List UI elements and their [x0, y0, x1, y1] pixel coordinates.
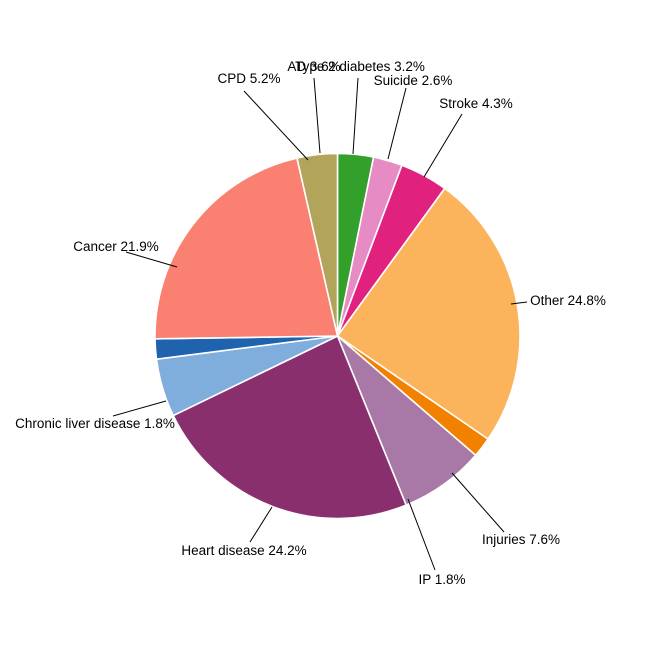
leader-line-other — [510, 301, 528, 305]
leader-line-ip — [407, 498, 436, 571]
pie-wedges — [154, 152, 521, 520]
slice-labels: Cancer 21.9% CPD 5.2% AD 3.6%Type 2 diabet… — [15, 59, 606, 587]
leader-line-heart-disease — [249, 506, 273, 543]
leader-line-ad — [313, 77, 321, 154]
slice-label-heart-disease: Heart disease 24.2% — [181, 543, 306, 558]
pie-slice-cancer — [154, 157, 339, 340]
leader-line-injuries — [451, 472, 505, 533]
slice-label-chronic-liver-disease: Chronic liver disease 1.8% — [15, 416, 175, 431]
slice-label-cpd: CPD 5.2% — [217, 71, 280, 86]
slice-label-cancer: Cancer 21.9% — [73, 239, 159, 254]
pie-slice-heart-disease — [172, 335, 407, 520]
pie-slice-ad — [296, 152, 339, 337]
leader-line-chronic-liver-disease — [112, 400, 167, 417]
leader-line-stroke — [423, 113, 463, 178]
leader-line-suicide — [387, 87, 407, 160]
slice-label-stroke: Stroke 4.3% — [439, 96, 513, 111]
pie-slice-other — [336, 187, 521, 440]
leader-lines — [112, 77, 528, 571]
leader-line-type-2-diabetes — [352, 77, 359, 155]
slice-label-ad: AD 3.6% — [287, 59, 340, 74]
slice-label-injuries: Injuries 7.6% — [482, 532, 560, 547]
slice-label-other: Other 24.8% — [530, 293, 606, 308]
slice-label-ip: IP 1.8% — [418, 572, 465, 587]
leader-line-cancer — [125, 251, 178, 268]
slice-label-type-2-diabetes: Type 2 diabetes 3.2% — [295, 59, 425, 74]
leader-line-cpd — [243, 90, 309, 161]
slice-label-suicide: Suicide 2.6% — [374, 73, 453, 88]
